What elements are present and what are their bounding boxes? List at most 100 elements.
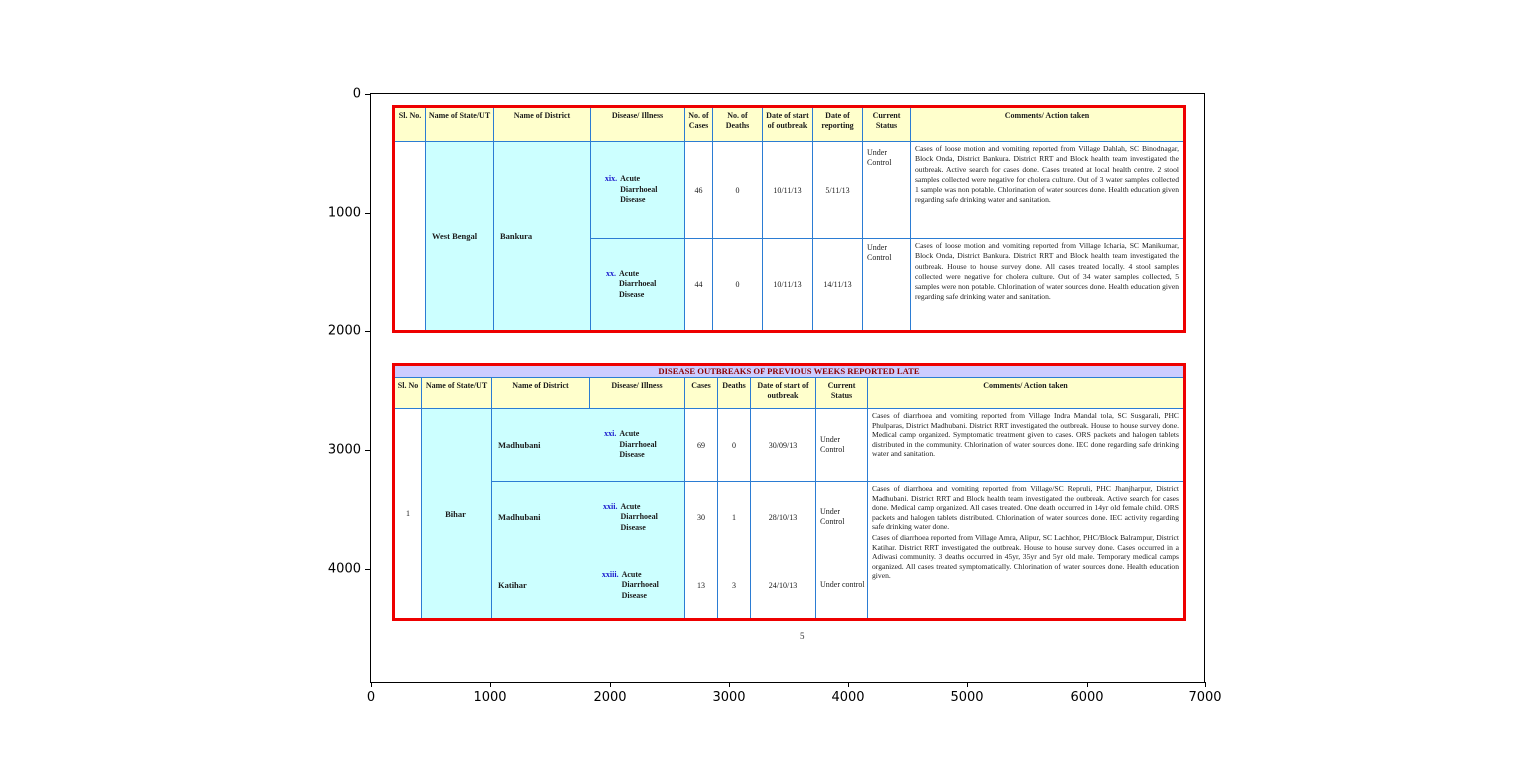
cell-status: Under control (815, 552, 868, 620)
x-tick-label: 5000 (950, 690, 984, 705)
table1-header-row: Sl. No. Name of State/UT Name of Distric… (393, 106, 1185, 142)
page-number: 5 (800, 631, 805, 641)
cell-cases: 46 (684, 141, 713, 239)
disease-roman-numeral: xx. (606, 268, 616, 278)
x-tick (610, 682, 611, 687)
cell-start-date: 10/11/13 (762, 141, 813, 239)
y-tick-label: 1000 (327, 205, 361, 221)
x-tick-label: 1000 (473, 690, 507, 705)
header-cases: No. of Cases (684, 106, 713, 142)
table2-header-row: Sl. No Name of State/UT Name of District… (393, 377, 1185, 409)
cell-start-date: 10/11/13 (762, 238, 813, 332)
cell-status: Under Control (862, 238, 911, 332)
cell-cases: 44 (684, 238, 713, 332)
x-tick (1205, 682, 1206, 687)
cell-cases: 30 (684, 481, 718, 553)
cell-cases: 13 (684, 552, 718, 620)
x-tick (1087, 682, 1088, 687)
disease-name: Acute Diarrhoeal Disease (620, 174, 658, 205)
cell-state: Bihar (421, 408, 492, 620)
cell-status: Under Control (815, 408, 868, 482)
header-state: Name of State/UT (421, 377, 492, 409)
header-start-date: Date of start of outbreak (750, 377, 816, 409)
header-reporting-date: Date of reporting (812, 106, 863, 142)
y-tick (365, 213, 370, 214)
table-row: Madhubani xxii. Acute Diarrhoeal Disease… (394, 481, 1185, 620)
cell-status: Under Control (815, 481, 868, 553)
disease-name: Acute Diarrhoeal Disease (621, 569, 659, 600)
cell-district: Katihar (491, 552, 590, 620)
disease-roman-numeral: xix. (604, 174, 618, 184)
header-status: Current Status (815, 377, 868, 409)
header-deaths: Deaths (717, 377, 751, 409)
x-tick (848, 682, 849, 687)
cell-disease: xxiii. Acute Diarrhoeal Disease (589, 552, 685, 620)
cell-comments: Cases of loose motion and vomiting repor… (910, 141, 1185, 239)
outbreak-table-previous-weeks: DISEASE OUTBREAKS OF PREVIOUS WEEKS REPO… (392, 363, 1186, 621)
header-sl-no: Sl. No (393, 377, 422, 409)
header-cases: Cases (684, 377, 718, 409)
y-tick (365, 94, 370, 95)
cell-district: Madhubani (491, 408, 590, 482)
cell-deaths: 0 (712, 238, 763, 332)
cell-start-date: 24/10/13 (750, 552, 816, 620)
cell-start-date: 28/10/13 (750, 481, 816, 553)
x-tick-label: 2000 (593, 690, 627, 705)
y-tick (365, 450, 370, 451)
cell-reporting-date: 5/11/13 (812, 141, 863, 239)
comment-paragraph: Cases of diarrhoea and vomiting reported… (872, 484, 1179, 532)
cell-disease: xix. Acute Diarrhoeal Disease (590, 141, 685, 239)
y-tick-label: 2000 (327, 323, 361, 339)
cell-disease: xx. Acute Diarrhoeal Disease (590, 238, 685, 332)
y-tick (365, 331, 370, 332)
table2-title: DISEASE OUTBREAKS OF PREVIOUS WEEKS REPO… (393, 364, 1185, 378)
cell-disease: xxii. Acute Diarrhoeal Disease (589, 481, 685, 553)
header-disease: Disease/ Illness (589, 377, 685, 409)
y-tick-label: 0 (352, 86, 361, 102)
header-deaths: No. of Deaths (712, 106, 763, 142)
cell-disease: xxi. Acute Diarrhoeal Disease (589, 408, 685, 482)
cell-deaths: 0 (712, 141, 763, 239)
header-disease: Disease/ Illness (590, 106, 685, 142)
header-status: Current Status (862, 106, 911, 142)
header-comments: Comments/ Action taken (867, 377, 1185, 409)
cell-comments: Cases of diarrhoea and vomiting reported… (867, 408, 1185, 482)
x-tick-label: 6000 (1070, 690, 1104, 705)
y-tick-label: 4000 (327, 561, 361, 577)
x-tick (371, 682, 372, 687)
table-row: xx. Acute Diarrhoeal Disease 44 0 10/11/… (394, 238, 1185, 332)
cell-district: Madhubani (491, 481, 590, 553)
header-sl-no: Sl. No. (393, 106, 426, 142)
header-start-date: Date of start of outbreak (762, 106, 813, 142)
cell-status: Under Control (862, 141, 911, 239)
x-tick (967, 682, 968, 687)
y-tick (365, 569, 370, 570)
table-row: Katihar xxiii. Acute Diarrhoeal Disease … (394, 552, 1185, 620)
y-tick-label: 3000 (327, 442, 361, 458)
x-tick (490, 682, 491, 687)
cell-deaths: 0 (717, 408, 751, 482)
x-tick (729, 682, 730, 687)
cell-deaths: 1 (717, 481, 751, 553)
cell-cases: 69 (684, 408, 718, 482)
comment-paragraph: Cases of diarrhoea reported from Village… (872, 532, 1179, 581)
disease-roman-numeral: xxi. (604, 429, 617, 439)
outbreak-table-current-week: Sl. No. Name of State/UT Name of Distric… (392, 105, 1186, 333)
x-tick-label: 4000 (831, 690, 865, 705)
x-tick-label: 7000 (1188, 690, 1222, 705)
disease-name: Acute Diarrhoeal Disease (620, 501, 658, 532)
table-row: West Bengal Bankura xix. Acute Diarrhoea… (393, 141, 1185, 332)
header-comments: Comments/ Action taken (910, 106, 1185, 142)
header-district: Name of District (491, 377, 590, 409)
cell-district: Bankura (493, 141, 591, 332)
cell-sl-no: 1 (393, 408, 422, 620)
header-state: Name of State/UT (425, 106, 494, 142)
cell-comments: Cases of loose motion and vomiting repor… (910, 238, 1185, 332)
disease-roman-numeral: xxii. (603, 501, 618, 511)
cell-deaths: 3 (717, 552, 751, 620)
cell-start-date: 30/09/13 (750, 408, 816, 482)
cell-sl-no (393, 141, 426, 332)
disease-roman-numeral: xxiii. (601, 569, 619, 579)
cell-comments-merged: Cases of diarrhoea and vomiting reported… (867, 481, 1185, 620)
